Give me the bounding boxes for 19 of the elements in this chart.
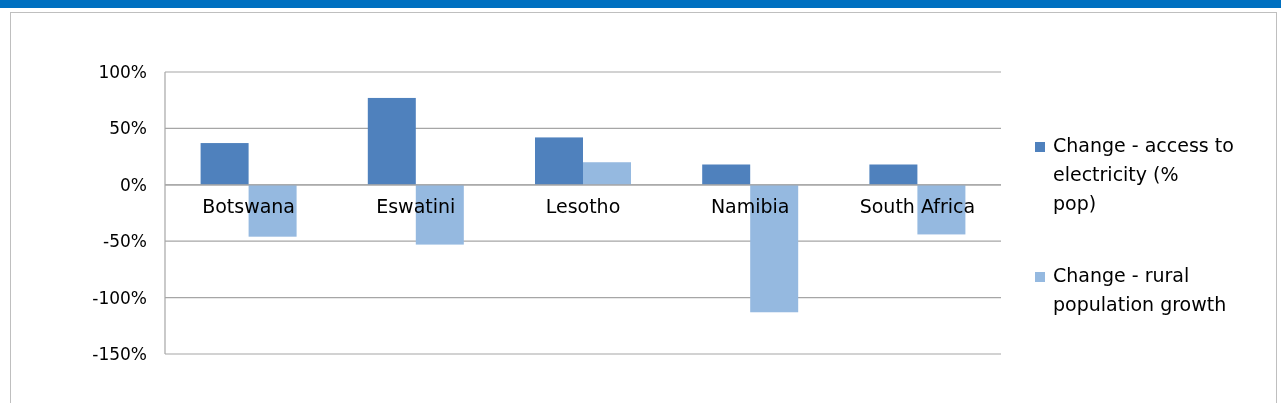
bar (200, 143, 249, 185)
x-tick-label: South Africa (859, 194, 976, 217)
y-tick-label: -100% (92, 287, 147, 308)
x-tick-label: Botswana (202, 194, 296, 217)
y-tick-label: 0% (120, 174, 147, 195)
y-tick-label: 50% (109, 118, 147, 139)
bar (535, 137, 583, 185)
legend-label: Change - access to electricity (% pop) (1053, 134, 1234, 215)
legend-label: Change - rural population growth (1053, 264, 1227, 316)
y-tick-label: -50% (103, 231, 147, 252)
x-tick-label: Eswatini (376, 194, 456, 217)
bar (583, 162, 631, 185)
bar (367, 97, 416, 185)
y-tick-label: 100% (98, 61, 147, 82)
bar (869, 164, 918, 185)
bar (702, 164, 751, 185)
x-tick-label: Namibia (710, 194, 790, 217)
y-tick-label: -150% (92, 343, 147, 364)
x-tick-label: Lesotho (545, 194, 621, 217)
